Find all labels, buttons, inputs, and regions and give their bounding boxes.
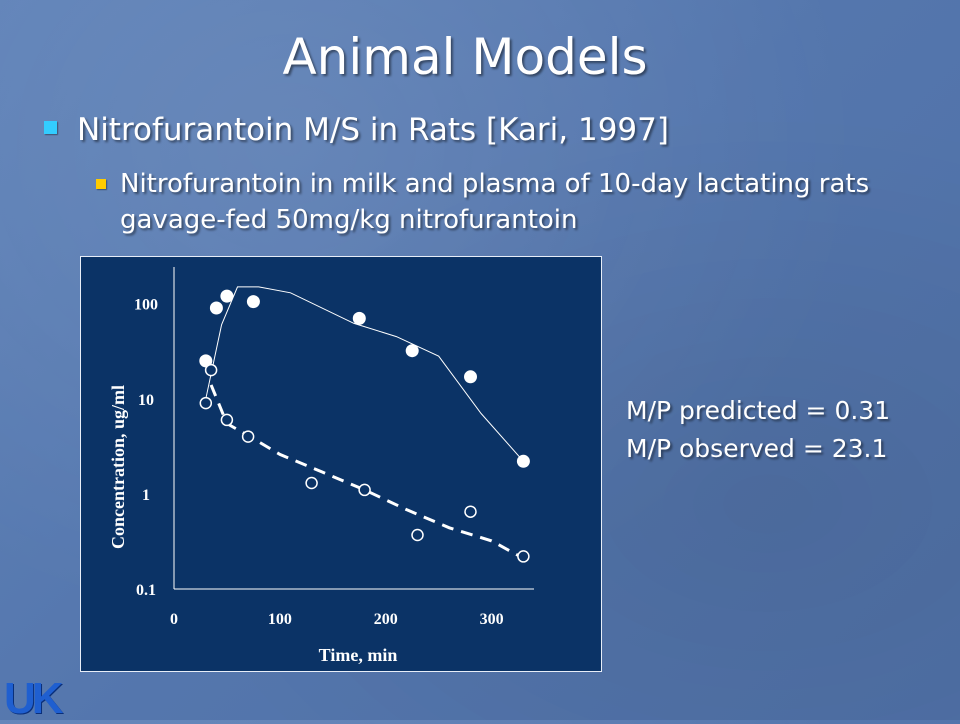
y-axis-title: Concentration, ug/ml	[108, 385, 128, 549]
chart-series-lines	[205, 286, 525, 560]
y-tick-label: 1	[142, 487, 150, 504]
uk-logo: UK	[4, 674, 64, 723]
chart-axes	[173, 267, 534, 590]
chart-svg: 0 100 200 300 0.1 1 10 100 Time, min Concentrat…	[108, 267, 534, 665]
milk-data-point	[220, 289, 234, 303]
bullet-level1-text: Nitrofurantoin M/S in Rats [Kari, 1997]	[77, 112, 669, 148]
x-tick-label: 200	[374, 611, 398, 628]
mp-observed-text: M/P observed = 23.1	[626, 434, 888, 463]
slide-title: Animal Models	[282, 28, 648, 86]
plasma-data-point	[464, 505, 477, 518]
plasma-data-point	[411, 528, 424, 542]
plasma-data-point	[517, 550, 530, 563]
series-2-fit-line	[209, 384, 525, 560]
plasma-data-point	[204, 363, 218, 377]
bullet-square-icon	[96, 179, 106, 189]
bullet-square-icon	[44, 121, 57, 134]
y-tick-label: 10	[138, 392, 154, 409]
plasma-data-point	[241, 430, 255, 443]
bullet-level2: Nitrofurantoin in milk and plasma of 10-…	[96, 166, 920, 238]
x-tick-label: 100	[268, 611, 292, 628]
x-tick-label: 0	[170, 611, 178, 628]
milk-data-point	[405, 344, 419, 358]
bullet-level2-text: Nitrofurantoin in milk and plasma of 10-…	[120, 169, 870, 235]
chart-tick-labels: 0 100 200 300 0.1 1 10 100	[134, 297, 504, 628]
milk-data-point	[516, 454, 530, 468]
milk-data-point	[209, 301, 223, 315]
series-1-fit-line	[205, 286, 524, 462]
milk-data-point	[199, 354, 213, 368]
plasma-data-point	[220, 413, 234, 427]
plasma-data-point	[305, 476, 318, 490]
x-axis-title: Time, min	[319, 645, 398, 665]
y-tick-label: 0.1	[136, 582, 156, 599]
concentration-chart: 0 100 200 300 0.1 1 10 100 Time, min Concentrat…	[80, 256, 602, 672]
mp-predicted-text: M/P predicted = 0.31	[626, 396, 891, 425]
plasma-data-point	[358, 483, 371, 497]
bullet-level1: Nitrofurantoin M/S in Rats [Kari, 1997]	[44, 112, 669, 148]
milk-data-point	[464, 370, 477, 384]
x-tick-label: 300	[480, 611, 504, 628]
milk-data-point	[246, 295, 260, 309]
y-tick-label: 100	[134, 297, 158, 314]
milk-data-point	[352, 311, 366, 325]
plasma-data-point	[199, 396, 213, 410]
chart-points	[199, 289, 530, 563]
